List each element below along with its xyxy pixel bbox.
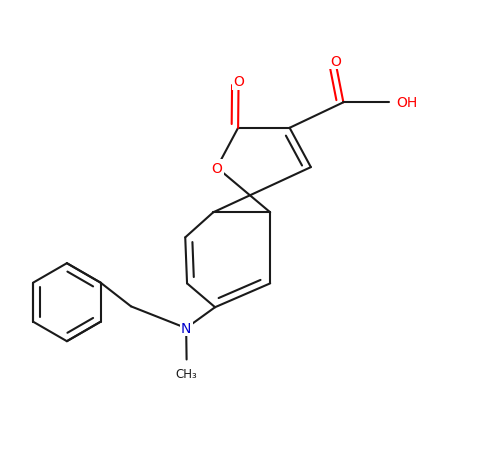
Text: O: O [233,75,244,89]
Text: O: O [211,161,222,175]
Text: OH: OH [397,96,418,110]
Text: CH₃: CH₃ [176,368,197,381]
Text: N: N [181,321,191,336]
Text: O: O [330,55,340,69]
